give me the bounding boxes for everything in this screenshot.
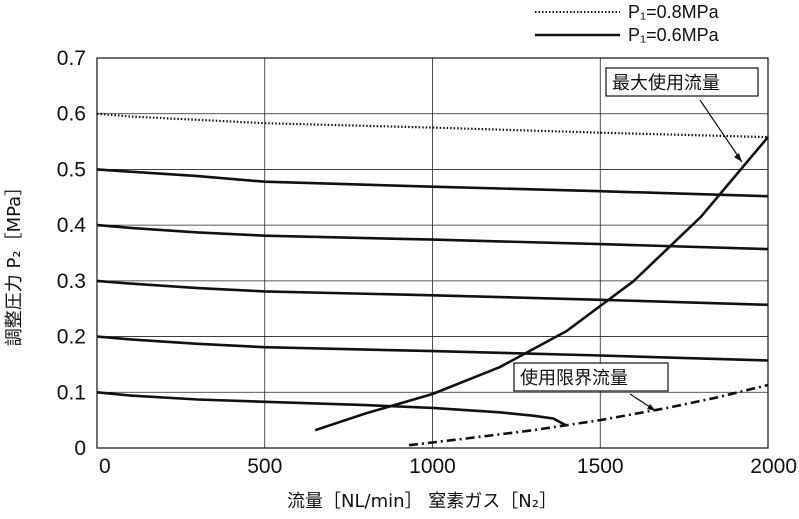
legend-label-solid: P₁=0.6MPa <box>628 25 720 45</box>
annotation-max-flow: 最大使用流量 <box>605 67 759 163</box>
annotation-max-flow-label: 最大使用流量 <box>612 73 720 94</box>
annotation-max-flow-box <box>605 67 759 97</box>
annotation-limit-flow-label: 使用限界流量 <box>520 368 628 389</box>
y-tick-label: 0 <box>74 437 86 460</box>
x-tick-label: 1500 <box>577 455 624 478</box>
legend: P₁=0.8MPa P₁=0.6MPa <box>535 2 720 45</box>
annotation-limit-flow: 使用限界流量 <box>513 362 669 412</box>
series-line-2 <box>96 168 769 198</box>
x-tick-label: 0 <box>99 455 111 478</box>
annotation-limit-flow-arrowhead <box>647 404 656 411</box>
series-line-4 <box>96 279 769 307</box>
y-tick-label: 0.3 <box>57 270 86 293</box>
x-axis-title: 流量［NL/min］ 窒素ガス［N₂］ <box>287 491 557 512</box>
series-line-6 <box>96 391 568 427</box>
y-tick-label: 0.5 <box>57 158 86 181</box>
x-tick-label: 2000 <box>750 455 797 478</box>
series-line-1 <box>96 112 769 139</box>
legend-label-dotted: P₁=0.8MPa <box>628 2 720 22</box>
series-line-3 <box>96 223 769 251</box>
y-tick-label: 0.4 <box>57 214 87 237</box>
plot-frame <box>96 57 769 449</box>
series-line-5 <box>96 335 769 362</box>
y-tick-label: 0.1 <box>57 381 86 404</box>
limit-flow-curve <box>408 383 769 447</box>
flow-limit-curves <box>314 136 769 447</box>
series-layer <box>96 112 769 427</box>
x-tick-label: 1000 <box>409 455 456 478</box>
plot-border <box>96 57 769 449</box>
annotation-limit-flow-box <box>513 362 669 392</box>
x-tick-label: 500 <box>247 455 282 478</box>
annotation-max-flow-arrowhead <box>734 153 742 162</box>
tick-labels: 0 0.1 0.2 0.3 0.4 0.5 0.6 0.7 0 500 1000 1500 2000 <box>57 47 797 478</box>
annotation-max-flow-leader <box>699 99 743 163</box>
y-axis-title: 調整圧力 P₂［MPa］ <box>4 178 25 346</box>
max-flow-curve <box>314 136 769 432</box>
y-tick-label: 0.2 <box>57 326 86 349</box>
y-tick-label: 0.6 <box>57 103 86 126</box>
y-tick-label: 0.7 <box>57 47 86 70</box>
